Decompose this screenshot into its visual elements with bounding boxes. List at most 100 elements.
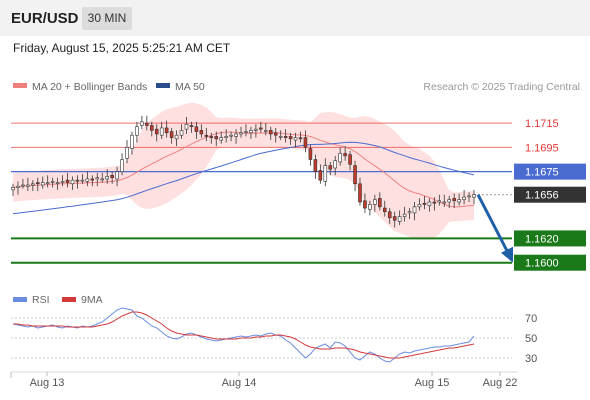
candle-body xyxy=(427,201,432,206)
level-tag-1.1695: 1.1695 xyxy=(525,142,559,154)
candle xyxy=(378,192,382,211)
candle-body xyxy=(467,195,471,198)
candle xyxy=(120,153,124,176)
candle-body xyxy=(50,181,55,183)
price-panel: 1.1715 1.1695 1.1675 1.1656 1.1620 1.1600 xyxy=(11,102,586,271)
candle-body xyxy=(288,136,293,140)
rsi-panel: 70 50 30 xyxy=(11,307,537,365)
candle xyxy=(348,151,352,171)
candle-body xyxy=(293,137,298,141)
candle-body xyxy=(11,187,15,191)
candle-body xyxy=(224,136,228,138)
rsi-tick-label: 50 xyxy=(525,333,537,345)
candle xyxy=(199,124,204,138)
candle xyxy=(189,121,194,133)
candle-body xyxy=(35,182,40,185)
candle xyxy=(11,183,15,196)
candle xyxy=(169,127,174,144)
candle-body xyxy=(313,159,318,172)
level-label: 1.1656 xyxy=(525,190,559,202)
candle xyxy=(234,129,238,144)
candle-body xyxy=(55,182,60,184)
candle-body xyxy=(90,178,95,181)
candle xyxy=(65,172,70,188)
ma20-legend-label: MA 20 + Bollinger Bands xyxy=(32,81,147,93)
candle xyxy=(159,121,164,139)
rsi-ma-legend-swatch xyxy=(62,297,76,302)
candle-body xyxy=(194,126,199,132)
timeframe-badge[interactable]: 30 MIN xyxy=(82,7,132,30)
level-label: 1.1600 xyxy=(525,258,559,270)
header-bar: EUR/USD 30 MIN xyxy=(0,0,590,36)
x-tick-label: Aug 13 xyxy=(30,377,65,389)
candle xyxy=(140,115,144,130)
candle xyxy=(392,211,397,228)
level-tag-1.1675: 1.1675 xyxy=(514,163,586,180)
candle xyxy=(268,126,273,141)
candle-body xyxy=(21,184,25,187)
candle xyxy=(184,117,189,134)
candle-body xyxy=(159,127,164,136)
candle xyxy=(303,130,308,153)
candle xyxy=(457,193,461,206)
candle xyxy=(75,175,80,189)
candle xyxy=(308,144,313,166)
candle xyxy=(288,132,293,145)
candle xyxy=(467,192,471,202)
candle xyxy=(313,154,318,179)
candle-body xyxy=(95,177,100,180)
candle xyxy=(437,194,442,206)
candle xyxy=(328,161,333,176)
x-axis: Aug 13 Aug 14 Aug 15 Aug 22 xyxy=(10,371,518,389)
candle-body xyxy=(283,136,288,138)
candle xyxy=(50,177,55,188)
candle-body xyxy=(174,134,179,140)
candle xyxy=(338,147,342,166)
x-tick-label: Aug 22 xyxy=(483,377,518,389)
candle xyxy=(145,115,149,131)
candle xyxy=(194,121,199,139)
candle-body xyxy=(373,199,377,205)
candle xyxy=(90,175,95,187)
ma50-legend-label: MA 50 xyxy=(175,81,205,93)
candle-body xyxy=(249,130,253,134)
candle-body xyxy=(125,147,129,159)
candle-body xyxy=(273,132,278,136)
candle xyxy=(358,177,362,206)
candle-body xyxy=(298,137,303,140)
candle-body xyxy=(209,136,214,138)
candle xyxy=(264,123,268,136)
candle xyxy=(21,178,25,189)
candle-body xyxy=(417,204,422,208)
candle xyxy=(179,124,184,139)
candle-body xyxy=(110,174,114,179)
level-box xyxy=(514,230,586,247)
candle-body xyxy=(179,130,184,136)
candle-body xyxy=(407,211,412,214)
candle xyxy=(417,198,422,211)
candle-body xyxy=(140,121,144,126)
candle-body xyxy=(333,160,337,169)
candle xyxy=(462,189,466,205)
candle xyxy=(353,160,357,192)
candle xyxy=(412,202,417,221)
rsi-legend: RSI 9MA xyxy=(13,294,103,306)
candle xyxy=(31,180,35,192)
ma50-legend-swatch xyxy=(156,83,170,88)
candle-body xyxy=(328,165,333,170)
candle-body xyxy=(462,196,466,200)
level-box xyxy=(514,163,586,180)
candle-body xyxy=(60,181,65,183)
level-tag-1.1656: 1.1656 xyxy=(514,186,586,203)
rsi-line xyxy=(12,307,475,363)
candle xyxy=(70,176,75,190)
candle xyxy=(293,132,298,148)
candle xyxy=(105,169,109,184)
candle xyxy=(135,121,139,143)
rsi-legend-swatch xyxy=(13,297,27,302)
rsi-tick-label: 70 xyxy=(525,313,537,325)
candle-body xyxy=(382,207,387,213)
rsi-tick-label: 30 xyxy=(525,353,537,365)
candle-body xyxy=(412,206,417,214)
